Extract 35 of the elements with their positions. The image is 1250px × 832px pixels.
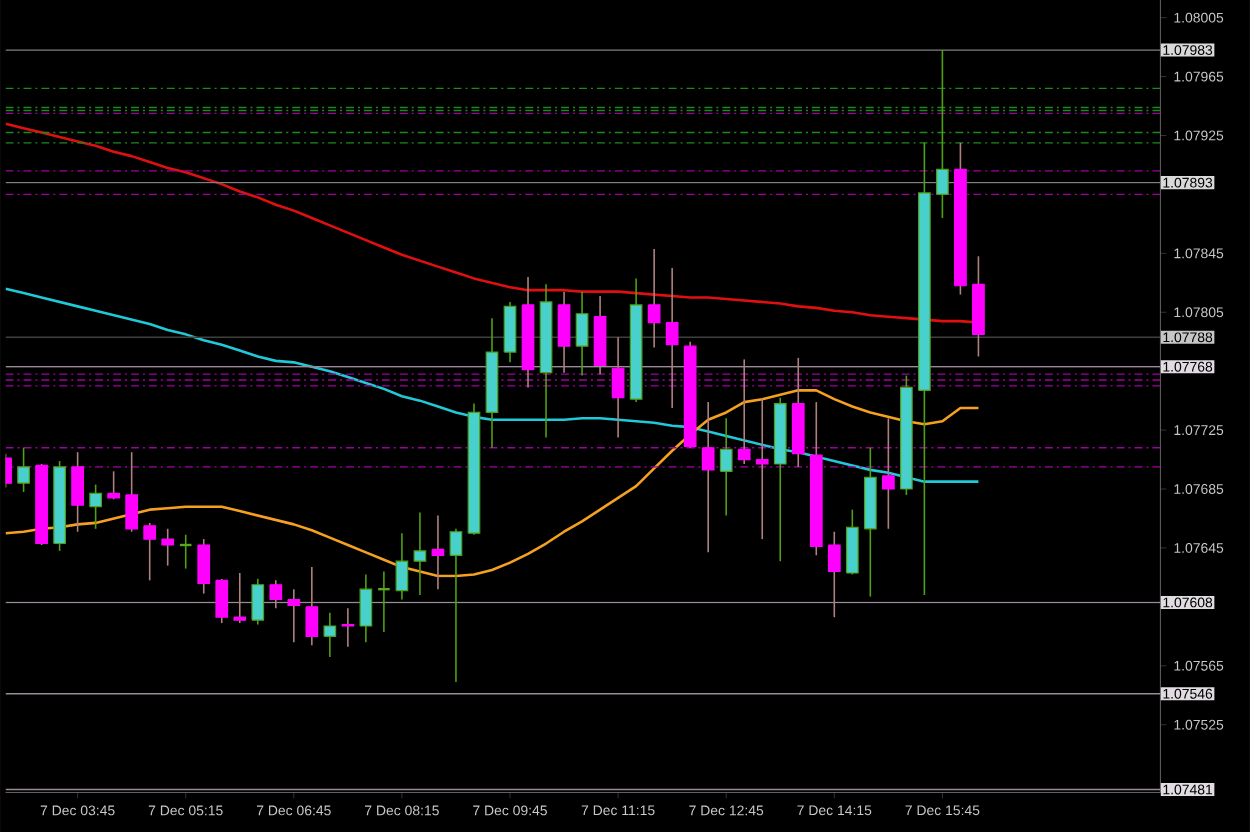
- candlestick: [647, 248, 661, 349]
- candlestick: [305, 566, 319, 646]
- candlestick: [737, 358, 751, 465]
- candlestick: [701, 401, 715, 554]
- candlestick: [89, 483, 102, 530]
- candlestick: [233, 572, 247, 624]
- candlestick: [125, 451, 139, 533]
- candlestick: [107, 470, 121, 501]
- candlestick: [323, 611, 337, 658]
- candlestick: [161, 527, 175, 567]
- candlestick: [287, 588, 301, 643]
- candlestick: [413, 511, 427, 596]
- candlestick: [665, 267, 679, 409]
- candlestick: [197, 538, 211, 595]
- candlestick: [269, 579, 283, 610]
- candlestick: [557, 290, 571, 374]
- candlestick: [395, 532, 409, 601]
- candlestick: [251, 577, 265, 626]
- candlestick: [449, 527, 463, 683]
- candlestick: [881, 417, 895, 530]
- candlestick: [359, 573, 373, 643]
- candlestick: [827, 530, 841, 618]
- candlestick: [611, 336, 625, 439]
- candlestick: [17, 446, 30, 493]
- candlestick: [341, 607, 355, 648]
- candlestick: [719, 417, 733, 517]
- candlestick: [575, 290, 589, 377]
- candlestick: [755, 398, 769, 540]
- candlestick: [431, 514, 445, 590]
- candlestick: [936, 49, 949, 219]
- candlestick: [71, 451, 84, 533]
- candlestick: [503, 301, 517, 364]
- candlestick: [215, 577, 229, 624]
- candlestick: [143, 521, 157, 582]
- candlestick: [845, 508, 859, 576]
